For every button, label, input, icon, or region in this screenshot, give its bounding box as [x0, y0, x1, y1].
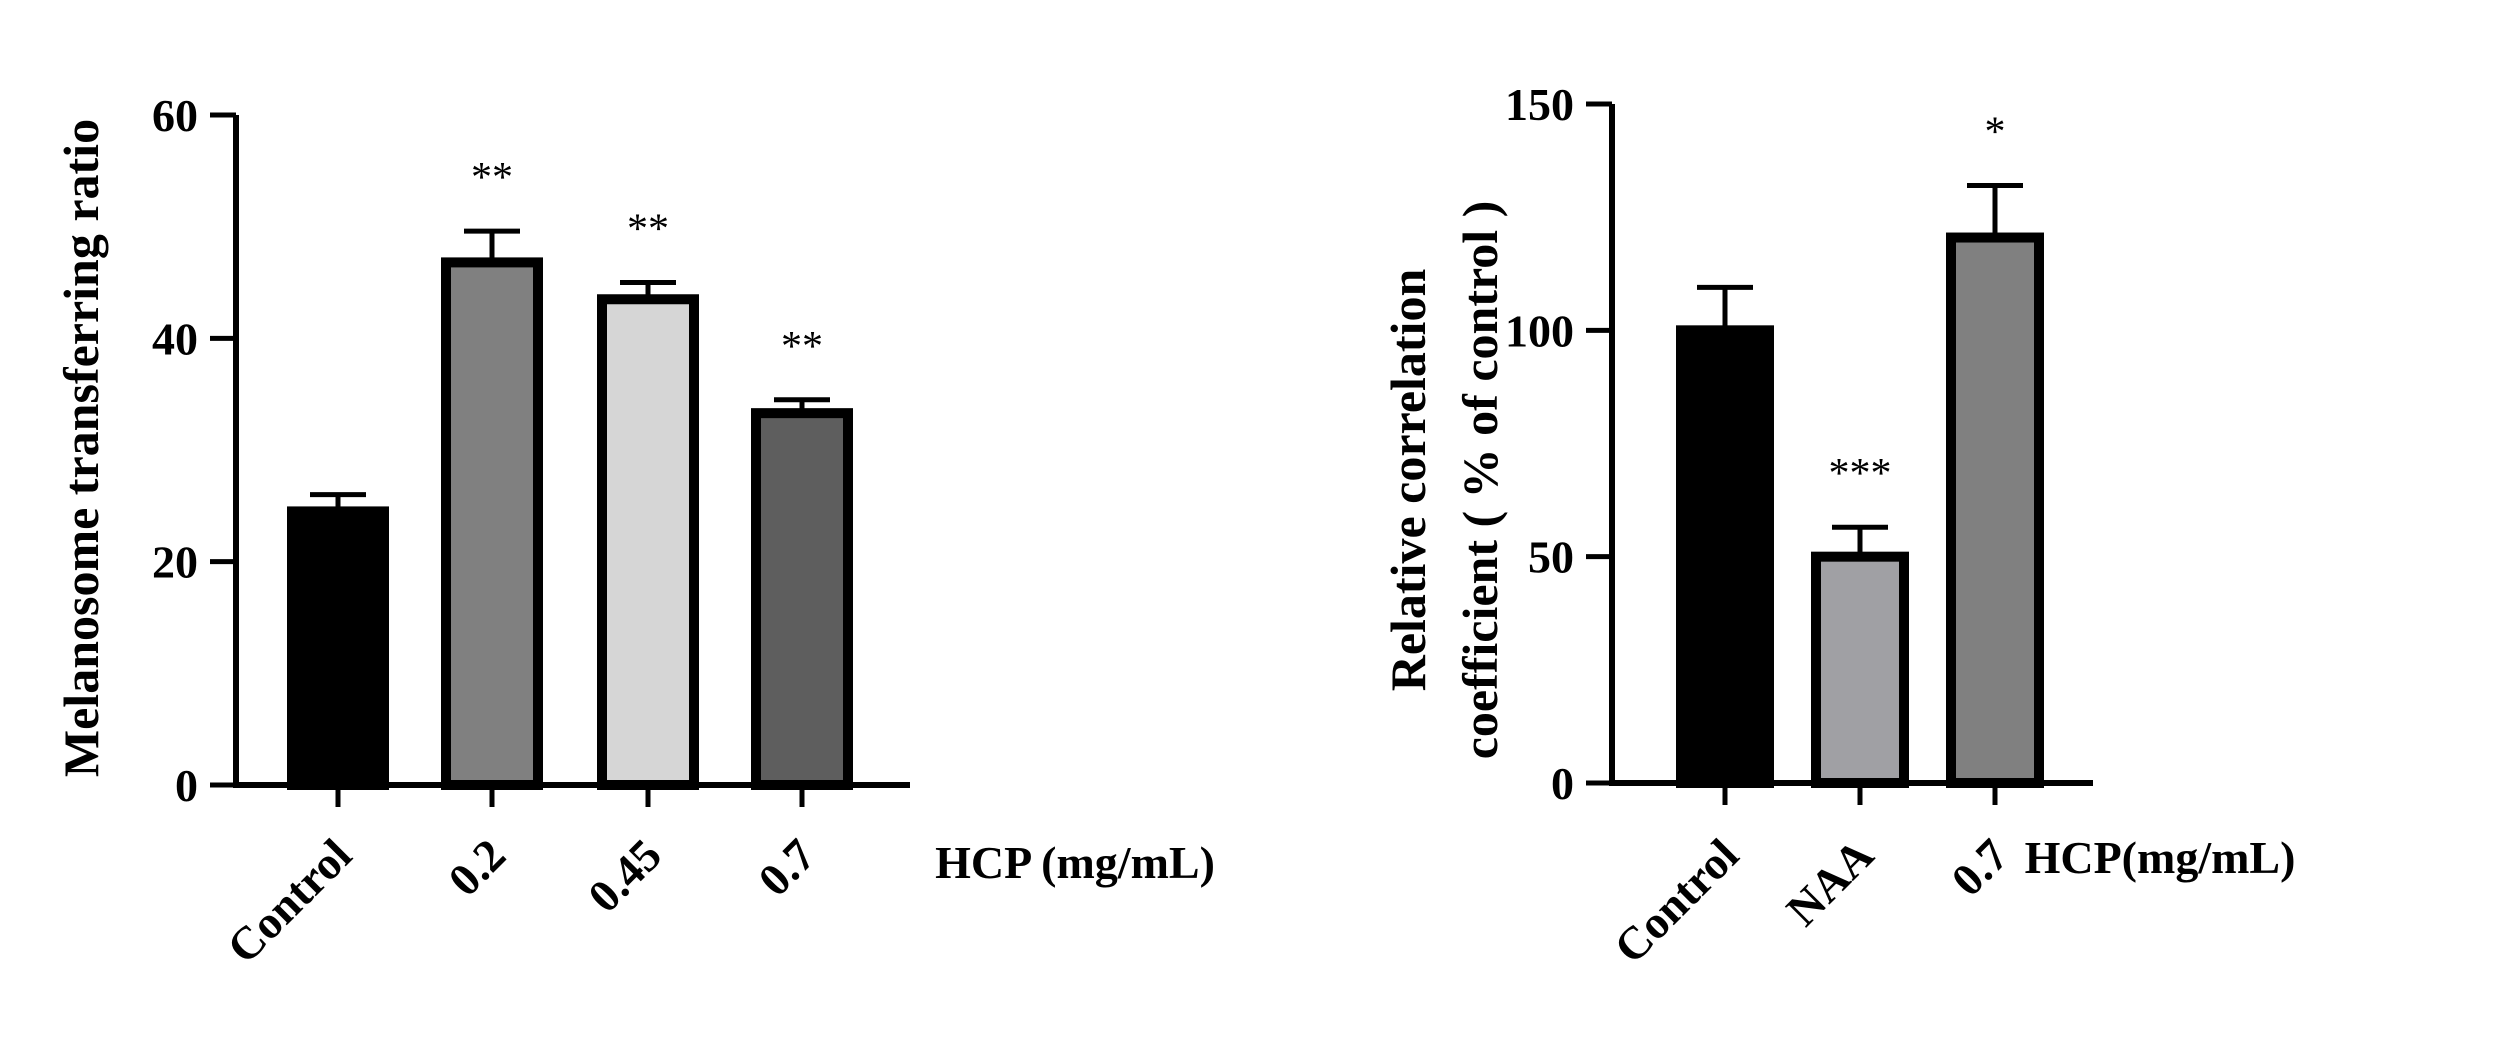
bar-1: [441, 257, 543, 790]
x-group-label: HCP (mg/mL): [935, 837, 1215, 888]
bar-0: [287, 506, 389, 790]
panel-melanosome-transfer: Control ** 0.2 ** 0.45 ** 0.7 0 20 40 60 Melanosome…: [53, 90, 1215, 973]
category-label-1: 0.2: [438, 829, 515, 906]
bar-2: [597, 294, 699, 790]
x-group-label: HCP(mg/mL): [2025, 832, 2296, 883]
significance-label-3: **: [781, 324, 823, 370]
significance-label-1: ***: [1829, 451, 1892, 497]
bar-1: [1811, 551, 1909, 789]
significance-label-2: **: [627, 207, 669, 253]
y-axis-title: Melanosome transferring ratio: [53, 119, 109, 777]
y-axis-title-line-1: coefficient ( % of control ): [1452, 201, 1508, 760]
category-label-2: 0.7: [1941, 829, 2018, 906]
y-tick-label-0: 0: [1551, 758, 1574, 809]
bar-0: [1676, 325, 1774, 788]
y-tick-label-2: 40: [152, 313, 198, 364]
y-tick-label-2: 100: [1505, 305, 1574, 356]
y-tick-label-3: 150: [1505, 79, 1574, 130]
bar-2: [1946, 232, 2044, 788]
panel-relative-correlation: Control *** NAA * 0.7 0 50 100 150 Relative corre…: [1380, 79, 2295, 973]
y-tick-label-3: 60: [152, 90, 198, 141]
category-label-0: Control: [217, 829, 361, 973]
category-label-3: 0.7: [748, 829, 825, 906]
category-label-1: NAA: [1777, 829, 1884, 936]
y-tick-label-0: 0: [175, 760, 198, 811]
category-label-0: Control: [1604, 829, 1748, 973]
significance-label-1: **: [471, 155, 513, 201]
bar-3: [751, 408, 853, 790]
significance-label-2: *: [1985, 109, 2006, 155]
category-label-2: 0.45: [578, 829, 671, 922]
y-tick-label-1: 50: [1528, 532, 1574, 583]
y-tick-label-1: 20: [152, 537, 198, 588]
y-axis-title-line-0: Relative correlation: [1380, 269, 1436, 692]
